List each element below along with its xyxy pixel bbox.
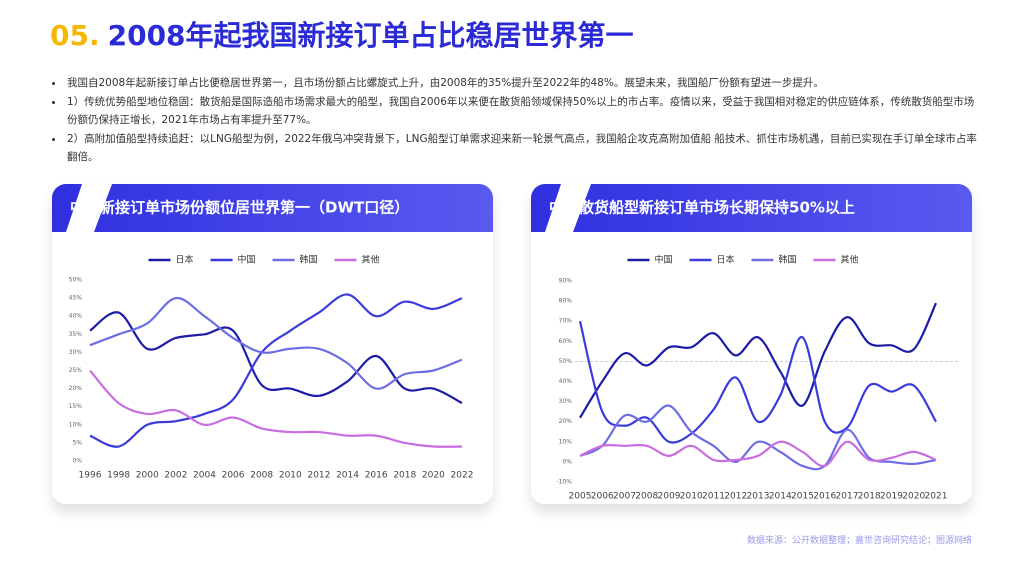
legend-label: 中国: [238, 254, 256, 266]
legend-label: 日本: [717, 254, 735, 266]
legend-label: 其他: [841, 254, 859, 266]
series-line: [578, 320, 937, 444]
decor: [66, 184, 112, 232]
x-tick-label: 2013: [747, 492, 770, 502]
x-tick-label: 2002: [164, 471, 187, 481]
bullet: 2）高附加值船型持续追赶：以LNG船型为例，2022年俄乌冲突背景下，LNG船型…: [50, 130, 980, 167]
y-tick-label: 20%: [69, 385, 83, 392]
y-tick-label: 35%: [69, 331, 83, 338]
x-tick-label: 2005: [569, 492, 592, 502]
series-line: [89, 311, 463, 405]
y-tick-label: 10%: [69, 421, 83, 428]
x-tick-label: 2020: [902, 492, 925, 502]
y-tick-label: 0%: [72, 458, 82, 465]
y-tick-label: 15%: [69, 403, 83, 410]
x-tick-label: 2014: [769, 492, 792, 502]
y-tick-label: 80%: [559, 298, 573, 305]
bullets: 我国自2008年起新接订单占比便稳居世界第一，且市场份额占比螺旋式上升，由200…: [50, 74, 980, 167]
legend-label: 中国: [655, 254, 673, 266]
x-tick-label: 2011: [702, 492, 725, 502]
legend-label: 韩国: [300, 254, 318, 266]
card: [52, 184, 493, 504]
y-tick-label: 25%: [69, 367, 83, 374]
chart-title: 中国散货船型新接订单市场长期保持50%以上: [549, 199, 855, 217]
card-header: [531, 184, 972, 232]
y-tick-label: 30%: [559, 398, 573, 405]
header: 05. 2008年起我国新接订单占比稳居世界第一: [50, 14, 634, 54]
legend-label: 其他: [362, 254, 380, 266]
x-tick-label: 2016: [365, 471, 388, 481]
x-tick-label: 2014: [336, 471, 359, 481]
y-tick-label: 45%: [69, 295, 83, 302]
x-tick-label: 2010: [279, 471, 302, 481]
y-tick-label: 30%: [69, 349, 83, 356]
y-tick-label: 70%: [559, 318, 573, 325]
series-line: [89, 296, 463, 390]
y-tick-label: 90%: [559, 278, 573, 285]
y-tick-label: -10%: [556, 479, 572, 486]
series-line: [579, 440, 937, 468]
y-tick-label: 10%: [559, 438, 573, 445]
x-tick-label: 2016: [813, 492, 836, 502]
card: [531, 184, 972, 504]
x-tick-label: 2006: [222, 471, 245, 481]
x-tick-label: 2022: [451, 471, 474, 481]
x-tick-label: 2018: [393, 471, 416, 481]
bullet: 1）传统优势船型地位稳固：散货船是国际造船市场需求最大的船型，我国自2006年以…: [50, 93, 980, 130]
y-tick-label: 5%: [72, 439, 82, 446]
x-tick-label: 2006: [591, 492, 614, 502]
y-tick-label: 0%: [562, 458, 572, 465]
source: 数据来源：公开数据整理；嘉世咨询研究结论；图源网络: [746, 536, 972, 546]
y-tick-label: 40%: [69, 313, 83, 320]
x-tick-label: 2017: [836, 492, 859, 502]
x-tick-label: 1996: [79, 471, 102, 481]
x-tick-label: 2004: [193, 471, 216, 481]
y-tick-label: 40%: [559, 378, 573, 385]
bullet: 我国自2008年起新接订单占比便稳居世界第一，且市场份额占比螺旋式上升，由200…: [50, 74, 980, 93]
series-line: [89, 369, 463, 448]
y-tick-label: 60%: [559, 338, 573, 345]
x-tick-label: 2018: [858, 492, 881, 502]
legend-label: 日本: [176, 254, 194, 266]
series-line: [89, 293, 463, 448]
x-tick-label: 2019: [880, 492, 903, 502]
x-tick-label: 2012: [724, 492, 747, 502]
card-header: [52, 184, 493, 232]
x-tick-label: 2009: [658, 492, 681, 502]
x-tick-label: 2010: [680, 492, 703, 502]
x-tick-label: 2008: [635, 492, 658, 502]
x-tick-label: 2007: [613, 492, 636, 502]
decor: [545, 184, 591, 232]
x-tick-label: 2020: [422, 471, 445, 481]
y-tick-label: 50%: [559, 358, 573, 365]
x-tick-label: 2015: [791, 492, 814, 502]
x-tick-label: 2008: [250, 471, 273, 481]
legend-label: 韩国: [779, 254, 797, 266]
y-tick-label: 50%: [69, 277, 83, 284]
x-tick-label: 2021: [925, 492, 948, 502]
y-tick-label: 20%: [559, 418, 573, 425]
page-title: 2008年起我国新接订单占比稳居世界第一: [107, 19, 634, 52]
x-tick-label: 2012: [307, 471, 330, 481]
chart-title: 中国新接订单市场份额位居世界第一（DWT口径）: [70, 199, 409, 217]
x-tick-label: 2000: [136, 471, 159, 481]
x-tick-label: 1998: [107, 471, 130, 481]
section-number: 05.: [50, 19, 100, 52]
series-line: [579, 302, 937, 419]
